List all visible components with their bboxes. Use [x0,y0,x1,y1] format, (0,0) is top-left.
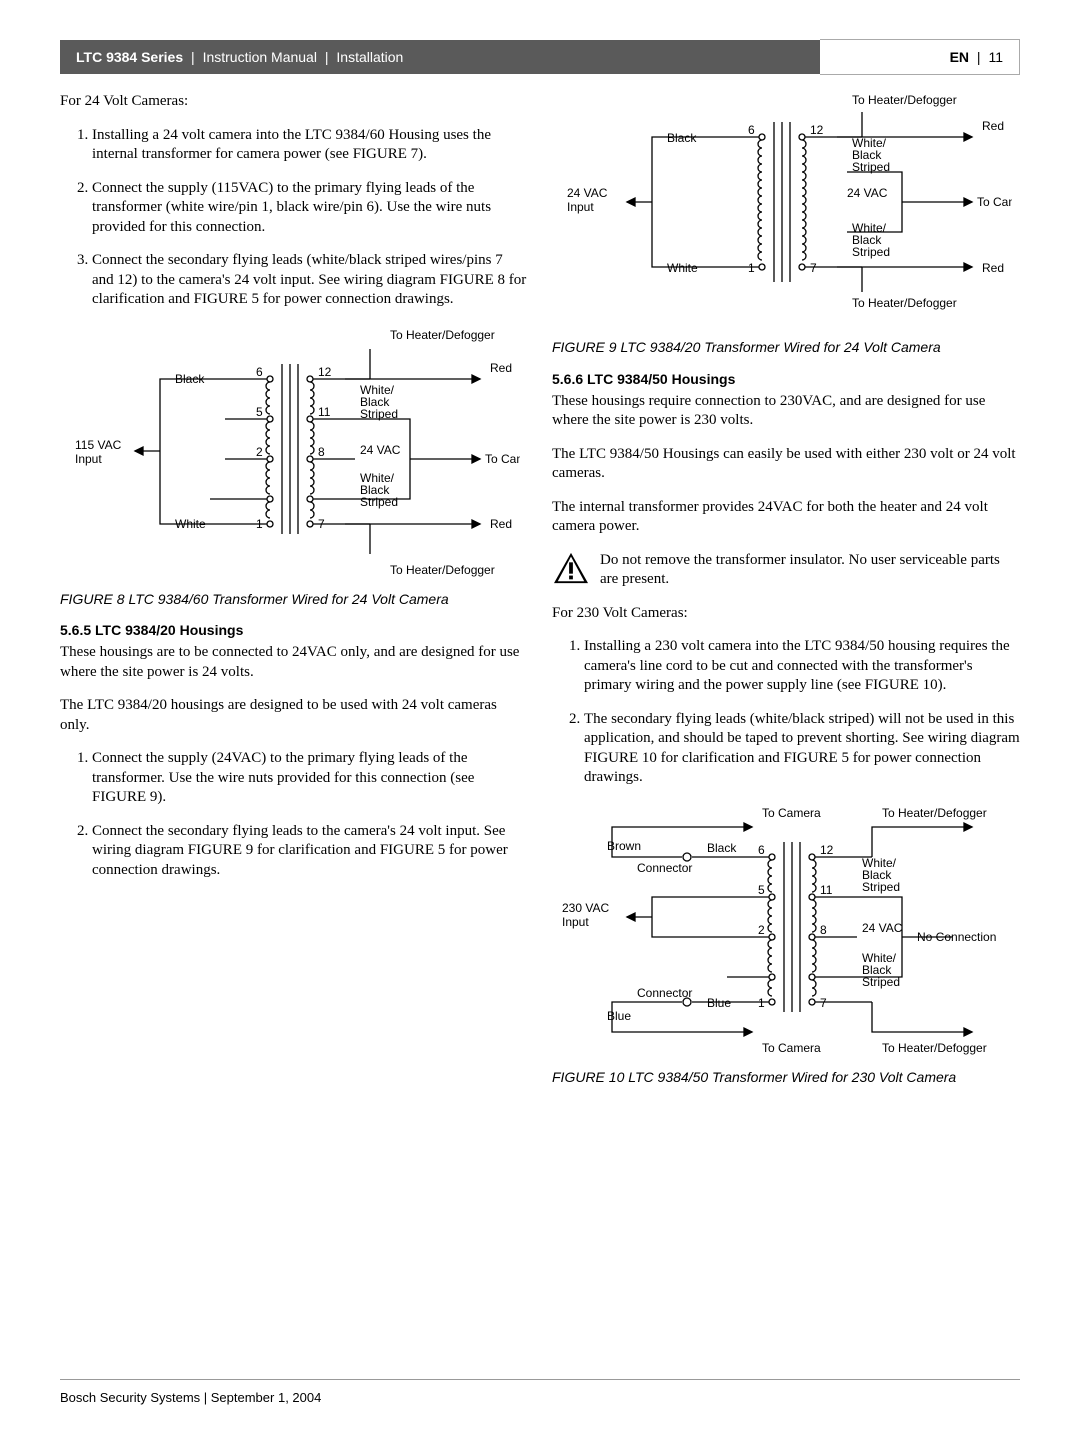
svg-text:Red: Red [982,261,1004,275]
svg-text:24 VAC: 24 VAC [847,186,888,200]
lead-24v: For 24 Volt Cameras: [60,92,528,112]
svg-text:1: 1 [748,261,755,275]
list-230: Installing a 230 volt camera into the LT… [552,637,1020,788]
svg-text:Brown: Brown [607,839,641,853]
svg-text:8: 8 [820,923,827,937]
svg-text:5: 5 [758,883,765,897]
svg-text:24 VACInput: 24 VACInput [567,186,608,214]
list-item: Connect the secondary flying leads to th… [92,822,528,881]
svg-text:12: 12 [820,843,834,857]
svg-text:To Heater/Defogger: To Heater/Defogger [882,1041,987,1055]
svg-text:To Heater/Defogger: To Heater/Defogger [390,563,495,577]
svg-text:7: 7 [810,261,817,275]
svg-text:To Camera: To Camera [977,195,1012,209]
page-header: LTC 9384 Series | Instruction Manual | I… [60,40,1020,74]
svg-text:White/BlackStriped: White/BlackStriped [360,471,398,509]
svg-text:Blue: Blue [607,1009,631,1023]
svg-text:230 VACInput: 230 VACInput [562,901,609,929]
svg-text:White/BlackStriped: White/BlackStriped [852,221,890,259]
svg-text:To Heater/Defogger: To Heater/Defogger [852,93,957,107]
figure-8-diagram: To Heater/Defogger Red Red To Heater/Def… [60,324,528,584]
heading-565: 5.6.5 LTC 9384/20 Housings [60,621,528,639]
header-series: LTC 9384 Series [76,49,183,65]
svg-text:12: 12 [318,365,332,379]
list-item: Connect the supply (115VAC) to the prima… [92,179,528,238]
list-20: Connect the supply (24VAC) to the primar… [60,749,528,880]
figure-8-caption: FIGURE 8 LTC 9384/60 Transformer Wired f… [60,590,528,610]
list-item: Connect the supply (24VAC) to the primar… [92,749,528,808]
header-left: LTC 9384 Series | Instruction Manual | I… [60,40,820,74]
list-item: Connect the secondary flying leads (whit… [92,251,528,310]
svg-text:7: 7 [318,517,325,531]
svg-text:6: 6 [758,843,765,857]
para: The LTC 9384/20 housings are designed to… [60,696,528,735]
list-24v-60: Installing a 24 volt camera into the LTC… [60,126,528,310]
figure-10-caption: FIGURE 10 LTC 9384/50 Transformer Wired … [552,1068,1020,1088]
lead-230v: For 230 Volt Cameras: [552,604,1020,624]
svg-text:1: 1 [758,996,765,1010]
svg-text:7: 7 [820,996,827,1010]
svg-text:Black: Black [707,841,737,855]
list-item: Installing a 24 volt camera into the LTC… [92,126,528,165]
header-lang: EN [950,49,969,65]
svg-text:Black: Black [667,131,697,145]
header-page: 11 [988,49,1003,65]
svg-text:11: 11 [820,883,833,897]
svg-text:To Heater/Defogger: To Heater/Defogger [390,328,495,342]
warning-icon [552,551,590,585]
svg-text:115 VACInput: 115 VACInput [75,438,122,466]
svg-text:2: 2 [256,445,263,459]
heading-566: 5.6.6 LTC 9384/50 Housings [552,370,1020,388]
list-item: The secondary flying leads (white/black … [584,710,1020,788]
svg-text:To Heater/Defogger: To Heater/Defogger [852,296,957,310]
svg-text:No Connection: No Connection [917,930,996,944]
svg-text:6: 6 [748,123,755,137]
svg-text:To Camera: To Camera [485,452,520,466]
figure-9-caption: FIGURE 9 LTC 9384/20 Transformer Wired f… [552,338,1020,358]
warning-block: Do not remove the transformer insulator.… [552,551,1020,590]
svg-text:Red: Red [490,361,512,375]
svg-text:White/BlackStriped: White/BlackStriped [852,136,890,174]
svg-text:Red: Red [982,119,1004,133]
svg-text:White/BlackStriped: White/BlackStriped [862,856,900,894]
svg-text:11: 11 [318,405,331,419]
para: The internal transformer provides 24VAC … [552,498,1020,537]
svg-text:To Camera: To Camera [762,1041,821,1055]
svg-text:12: 12 [810,123,824,137]
warning-text: Do not remove the transformer insulator.… [600,551,1020,590]
para: These housings are to be connected to 24… [60,643,528,682]
svg-text:White/BlackStriped: White/BlackStriped [862,951,900,989]
svg-text:5: 5 [256,405,263,419]
svg-text:8: 8 [318,445,325,459]
list-item: Installing a 230 volt camera into the LT… [584,637,1020,696]
para: The LTC 9384/50 Housings can easily be u… [552,445,1020,484]
svg-text:Connector: Connector [637,986,692,1000]
header-section: Installation [336,49,403,65]
svg-text:White: White [667,261,698,275]
svg-text:To Heater/Defogger: To Heater/Defogger [882,806,987,820]
svg-text:To Camera: To Camera [762,806,821,820]
header-right: EN | 11 [820,39,1020,75]
svg-text:6: 6 [256,365,263,379]
left-column: For 24 Volt Cameras: Installing a 24 vol… [60,92,528,1099]
right-column: To Heater/Defogger Red Red To Heater/Def… [552,92,1020,1099]
header-manual: Instruction Manual [203,49,317,65]
svg-text:White: White [175,517,206,531]
svg-text:2: 2 [758,923,765,937]
svg-text:1: 1 [256,517,263,531]
svg-text:24 VAC: 24 VAC [862,921,903,935]
para: These housings require connection to 230… [552,392,1020,431]
svg-text:24 VAC: 24 VAC [360,443,401,457]
svg-text:Black: Black [175,372,205,386]
svg-text:Red: Red [490,517,512,531]
svg-text:White/BlackStriped: White/BlackStriped [360,383,398,421]
svg-text:Blue: Blue [707,996,731,1010]
svg-text:Connector: Connector [637,861,692,875]
figure-10-diagram: To Camera To Heater/Defogger To Camera T… [552,802,1020,1062]
page-footer: Bosch Security Systems | September 1, 20… [60,1379,1020,1407]
figure-9-diagram: To Heater/Defogger Red Red To Heater/Def… [552,92,1020,332]
